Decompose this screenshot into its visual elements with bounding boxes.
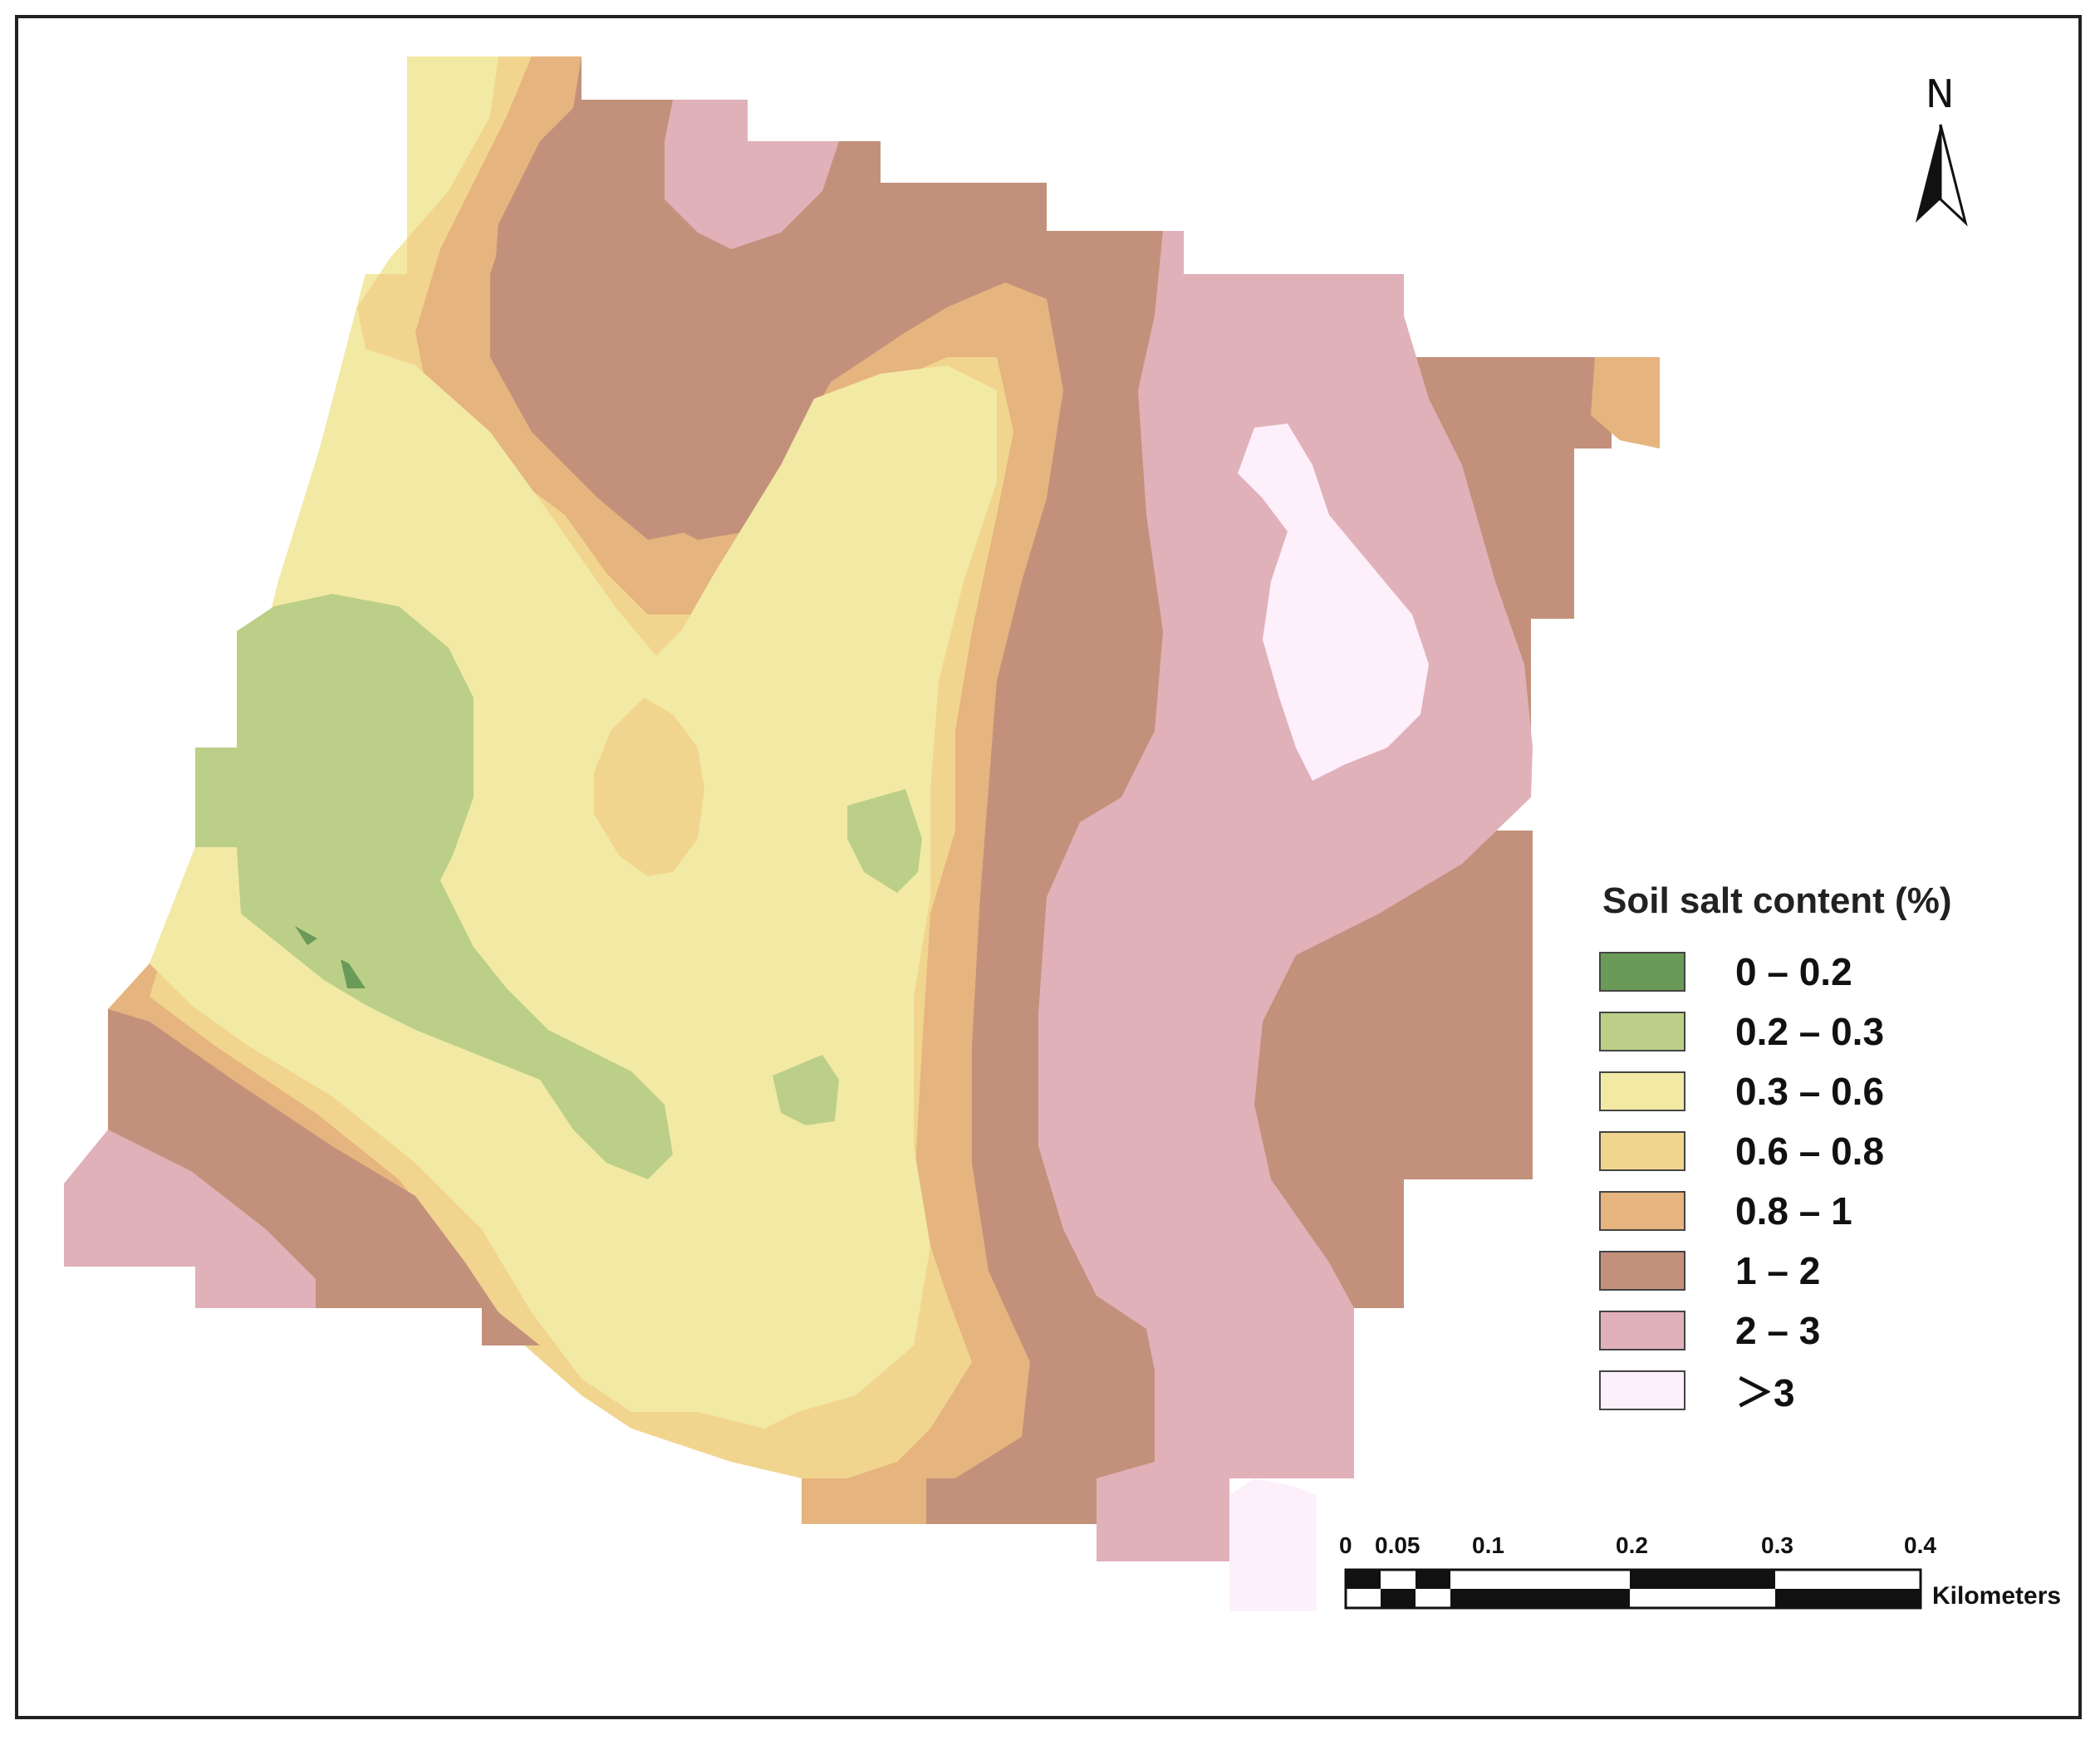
zone-0-0.2-patch-b (341, 959, 366, 988)
zone-2-3-south (1097, 1524, 1229, 1561)
scale-tick-0.4: 0.4 (1904, 1532, 1936, 1558)
zone-gt3-east (1238, 424, 1429, 781)
legend-label: 0.3 – 0.6 (1735, 1070, 1885, 1113)
legend-label: 0.6 – 0.8 (1735, 1130, 1885, 1173)
legend-label: 0.8 – 1 (1735, 1189, 1852, 1233)
zone-2-3-north (665, 100, 839, 249)
legend-label: 0 – 0.2 (1735, 950, 1852, 993)
legend-item: 0 – 0.2 (1599, 942, 2064, 1002)
legend-item: ＞3 (1599, 1360, 2064, 1420)
north-label: N (1926, 71, 1955, 116)
north-arrow-icon (1916, 124, 1968, 227)
legend-swatch (1599, 1012, 1685, 1051)
legend-item: 1 – 2 (1599, 1241, 2064, 1301)
zone-0.6-0.8-center (594, 698, 704, 876)
legend-item: 0.3 – 0.6 (1599, 1061, 2064, 1121)
legend-swatch (1599, 1251, 1685, 1291)
legend-swatch (1599, 1370, 1685, 1410)
legend-label: ＞3 (1735, 1371, 1795, 1414)
legend-item: 0.2 – 0.3 (1599, 1002, 2064, 1061)
zone-0.2-0.3-west (195, 594, 673, 1179)
legend-item: 2 – 3 (1599, 1301, 2064, 1360)
zone-2-3-east (1038, 231, 1533, 1561)
legend: Soil salt content (%) 0 – 0.2 0.2 – 0.3 0.… (1599, 880, 2064, 1420)
scale-tick-0: 0 (1339, 1532, 1352, 1558)
legend-title: Soil salt content (%) (1602, 880, 1952, 921)
legend-label: 0.2 – 0.3 (1735, 1010, 1885, 1053)
scale-unit: Kilometers (1932, 1582, 2062, 1610)
zone-gt3-south (1229, 1478, 1317, 1611)
legend-swatch (1599, 1311, 1685, 1350)
zone-1-2-southwest (108, 1009, 540, 1345)
legend-item: 0.6 – 0.8 (1599, 1121, 2064, 1181)
scale-tick-0.3: 0.3 (1761, 1532, 1793, 1558)
legend-label: 1 – 2 (1735, 1249, 1821, 1292)
zone-0.8-1-northeast (1591, 357, 1660, 448)
scale-tick-0.05: 0.05 (1375, 1532, 1420, 1558)
legend-item: 0.8 – 1 (1599, 1181, 2064, 1241)
scale-bar (1344, 1568, 1922, 1610)
zone-1-2-east (926, 231, 1163, 1524)
zone-0.2-0.3-small-b (773, 1055, 839, 1125)
zone-2-3-southwest (64, 1130, 316, 1308)
legend-swatch (1599, 952, 1685, 992)
zone-0-0.2-patch-a (295, 926, 317, 945)
legend-swatch (1599, 1071, 1685, 1111)
scale-tick-0.1: 0.1 (1472, 1532, 1504, 1558)
zone-0.2-0.3-small-a (847, 789, 922, 893)
legend-swatch (1599, 1131, 1685, 1171)
legend-swatch (1599, 1191, 1685, 1231)
scale-tick-0.2: 0.2 (1616, 1532, 1648, 1558)
legend-label: 2 – 3 (1735, 1309, 1821, 1352)
